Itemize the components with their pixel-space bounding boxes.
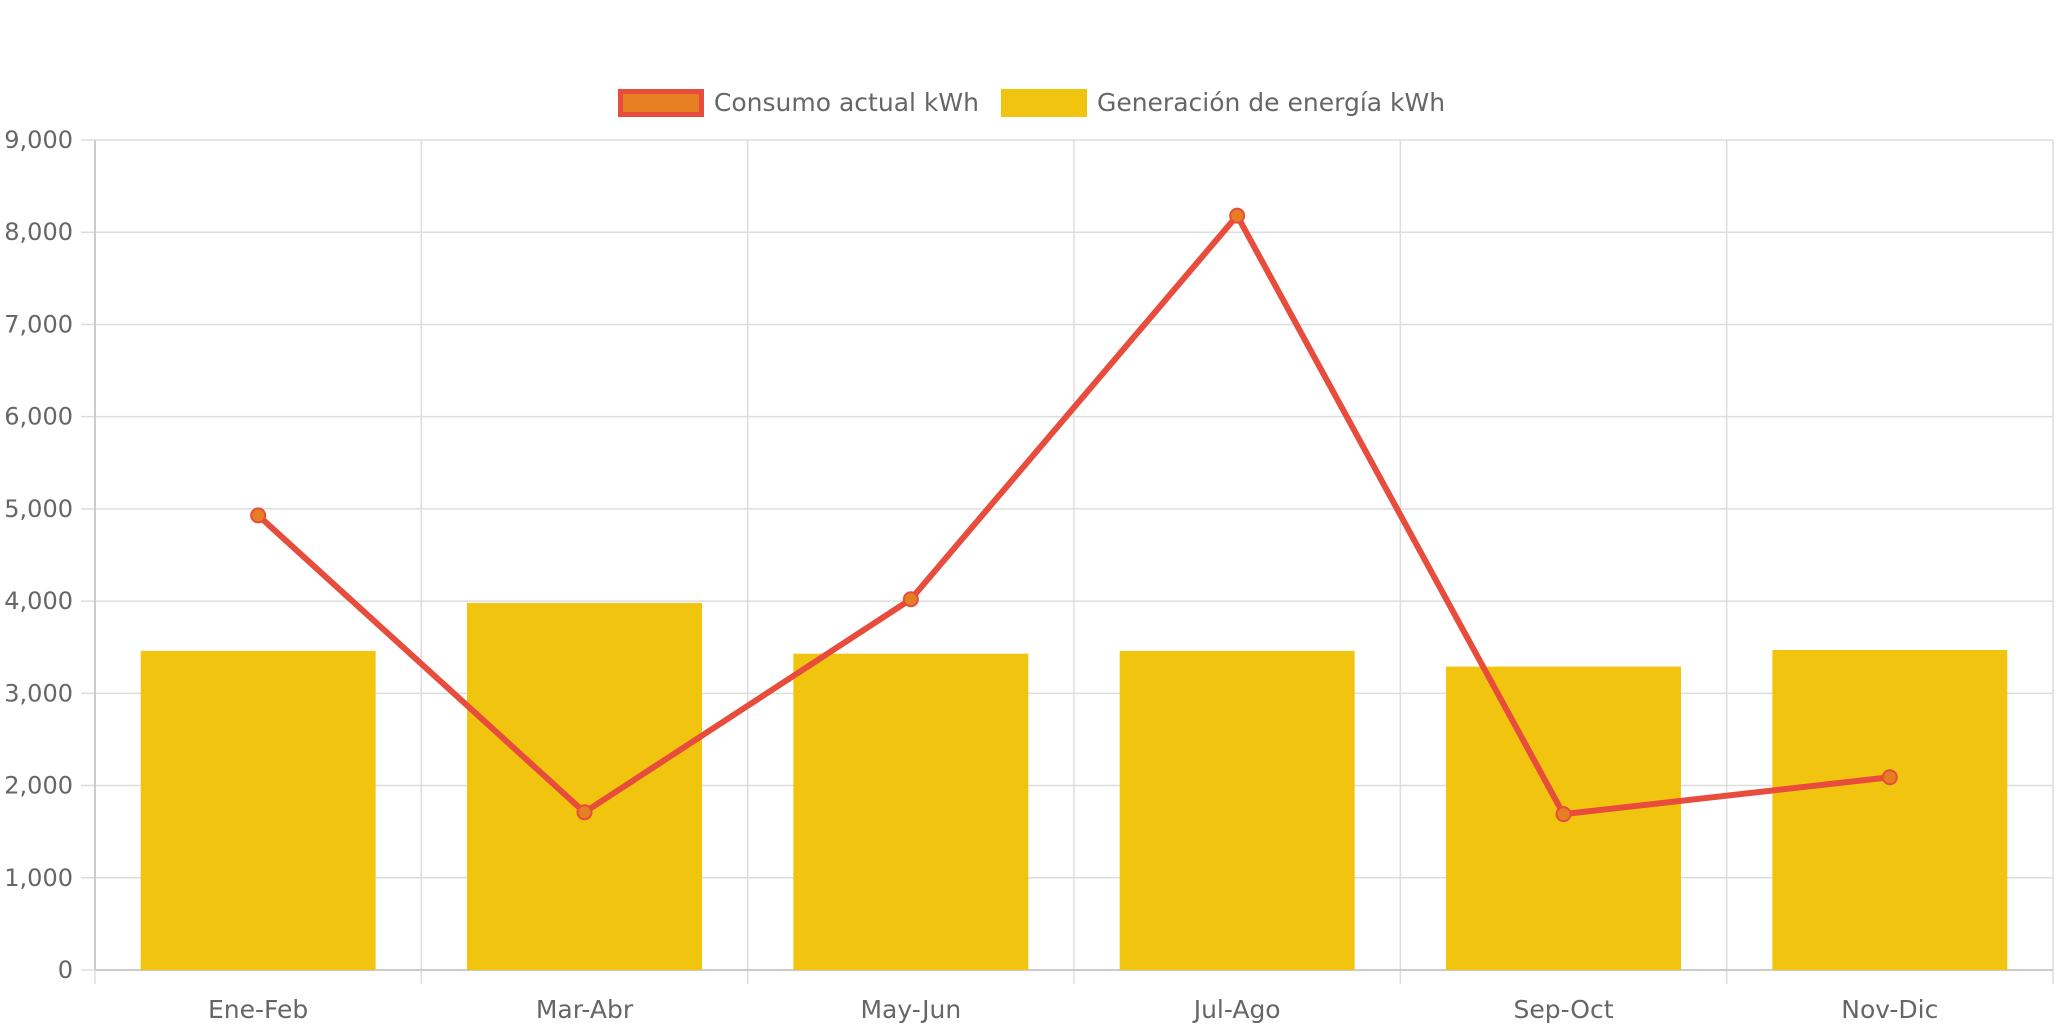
y-tick-label: 9,000: [4, 126, 73, 154]
y-tick-label: 7,000: [4, 310, 73, 338]
bar-nov-dic: [1772, 649, 2008, 970]
y-tick-label: 3,000: [4, 679, 73, 707]
x-tick-label: Sep-Oct: [1513, 995, 1613, 1024]
consumo-line: [255, 212, 1893, 818]
consumo-point-ene-feb: [250, 507, 267, 524]
legend-item-consumo[interactable]: Consumo actual kWh: [617, 88, 979, 117]
y-tick-label: 8,000: [4, 218, 73, 246]
consumo-point-sep-oct: [1555, 806, 1572, 823]
legend-item-generacion[interactable]: Generación de energía kWh: [1000, 88, 1446, 117]
x-tick-label: Nov-Dic: [1841, 995, 1938, 1024]
x-tick-label: Mar-Abr: [536, 995, 634, 1024]
consumo-point-mar-abr: [576, 804, 593, 821]
legend-label-consumo: Consumo actual kWh: [713, 88, 979, 117]
bar-mar-abr: [467, 602, 702, 970]
legend-label-generacion: Generación de energía kWh: [1096, 88, 1446, 117]
y-tick-label: 6,000: [4, 403, 73, 431]
x-tick-label: Jul-Ago: [1192, 995, 1281, 1024]
legend-swatch-generacion: [1000, 88, 1087, 117]
x-tick-label: May-Jun: [860, 995, 961, 1024]
y-tick-label: 1,000: [4, 864, 73, 892]
grid-lines: [81, 139, 2054, 984]
bar-may-jun: [793, 653, 1029, 970]
consumo-point-jul-ago: [1229, 207, 1246, 224]
consumo-point-nov-dic: [1881, 769, 1898, 786]
y-tick-label: 4,000: [4, 587, 73, 615]
y-tick-label: 5,000: [4, 495, 73, 523]
y-tick-label: 2,000: [4, 772, 73, 800]
legend-swatch-consumo: [617, 88, 704, 117]
y-tick-label: 0: [58, 956, 73, 984]
x-tick-label: Ene-Feb: [208, 995, 308, 1024]
bar-jul-ago: [1119, 650, 1355, 970]
chart-legend: Consumo actual kWh Generación de energía…: [0, 88, 2063, 117]
bar-ene-feb: [140, 650, 376, 970]
consumo-point-may-jun: [902, 591, 919, 608]
